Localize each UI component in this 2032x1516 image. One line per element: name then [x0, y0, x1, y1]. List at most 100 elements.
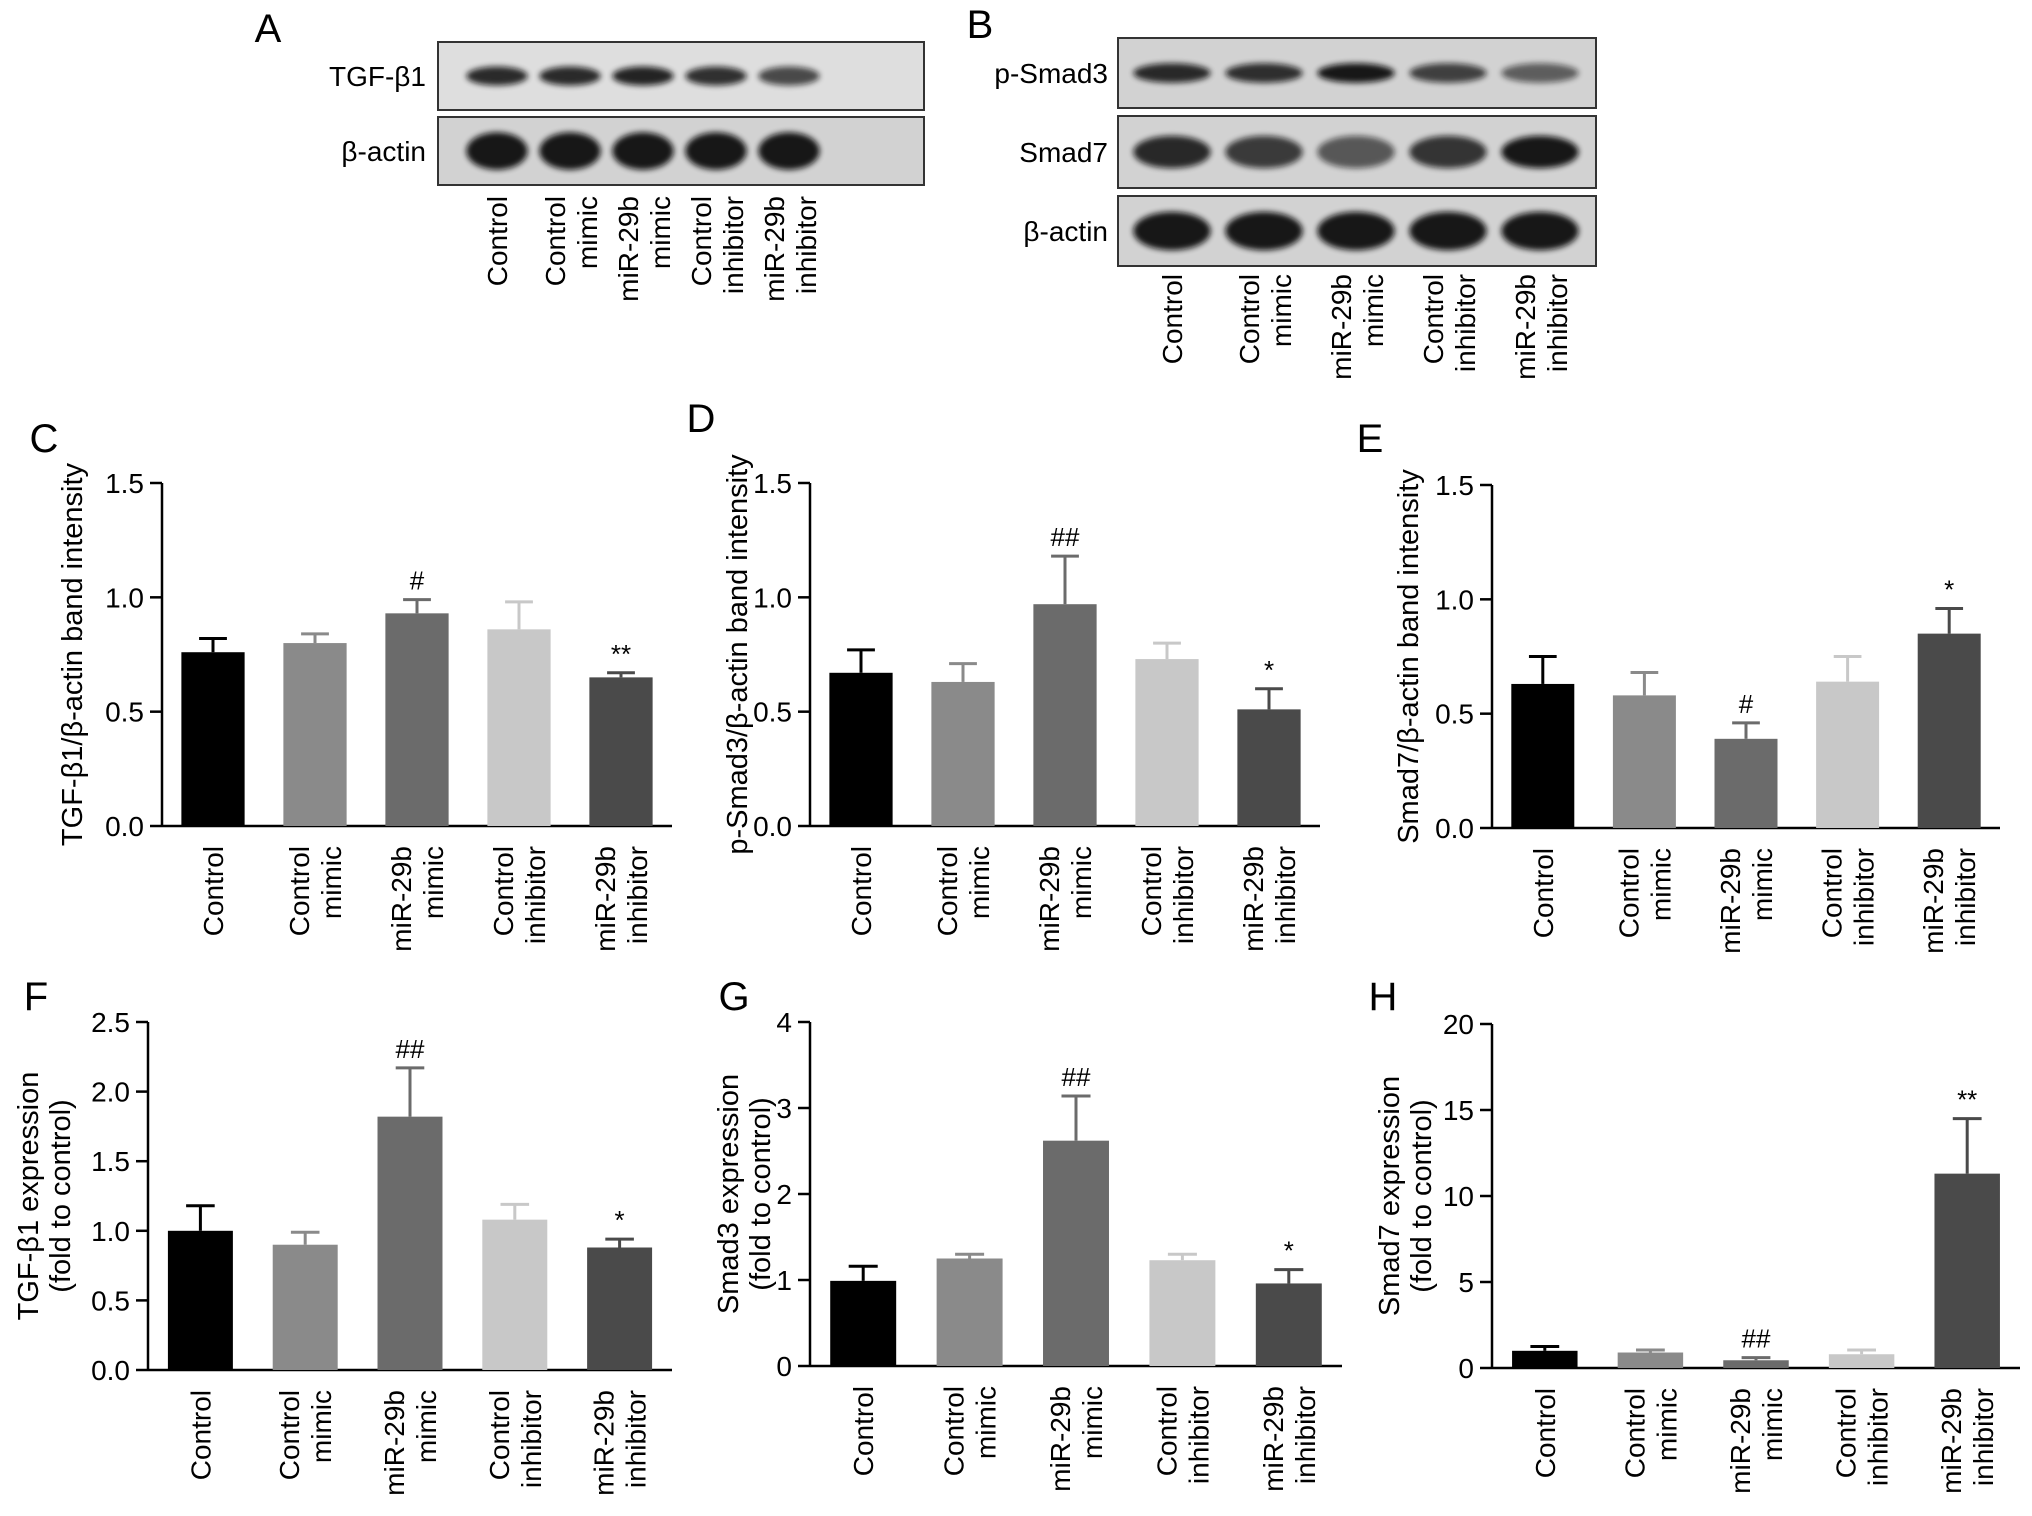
x-tick-label: Control inhibitor [488, 846, 551, 944]
blot-lane-label: miR-29b mimic [1326, 274, 1389, 380]
blot-lane-label: Control inhibitor [686, 196, 749, 294]
x-tick-label-line: Control [284, 846, 315, 936]
bar-1 [1512, 1350, 1578, 1368]
bar-2 [1617, 1352, 1684, 1368]
blot-row-label: β-actin [341, 136, 426, 167]
panel-letter: E [1357, 417, 1384, 461]
x-tick-label-line: Control [939, 1386, 970, 1476]
x-tick-label-line: inhibitor [622, 846, 653, 944]
x-tick-label-line: miR-29b [1936, 1388, 1967, 1494]
x-tick-label: miR-29b mimic [379, 1390, 442, 1496]
y-axis-label-line: Smad3 expression [713, 1074, 745, 1314]
x-tick-label: miR-29b mimic [1034, 846, 1097, 952]
significance-mark: ## [1742, 1324, 1771, 1354]
bar-chart-d: Dp-Smad3/β-actin band intensity 0.0 0.5 1.0… [687, 397, 1320, 952]
bar-1 [181, 652, 245, 826]
bar-1 [830, 1280, 897, 1366]
x-tick-label-line: miR-29b [1918, 848, 1949, 954]
bar-2 [936, 1258, 1003, 1366]
y-tick-label: 0.5 [91, 1285, 130, 1316]
x-tick-label: Control inhibitor [1831, 1388, 1894, 1486]
y-axis-label-line: Smad7/β-actin band intensity [1393, 469, 1425, 844]
blot-row-label: TGF-β1 [329, 61, 426, 92]
bar-2 [931, 681, 995, 826]
y-tick-label: 1.0 [753, 582, 792, 613]
blot-band [758, 66, 820, 86]
x-tick-label: Control mimic [1613, 848, 1676, 938]
x-tick-label-line: mimic [1747, 848, 1778, 921]
y-tick-label: 10 [1443, 1181, 1474, 1212]
blot-lane-label-line: mimic [572, 196, 603, 269]
x-tick-label-line: mimic [971, 1386, 1002, 1459]
blot-lane-label: miR-29b mimic [613, 196, 676, 302]
blot-lane-label: Control inhibitor [1418, 274, 1481, 372]
x-tick-label-line: Control [1817, 848, 1848, 938]
x-tick-label-line: mimic [1757, 1388, 1788, 1461]
x-tick-label-line: Control [1831, 1388, 1862, 1478]
blot-lane-label: miR-29b inhibitor [759, 196, 822, 302]
x-tick-label: Control [198, 846, 229, 936]
bar-5 [589, 677, 653, 826]
y-tick-label: 0.5 [1435, 699, 1474, 730]
x-tick-label-line: inhibitor [516, 1390, 547, 1488]
x-tick-label: Control mimic [939, 1386, 1002, 1476]
y-tick-label: 0 [1458, 1353, 1474, 1384]
x-tick-label-line: miR-29b [379, 1390, 410, 1496]
panel-letter: C [30, 417, 59, 461]
bar-4 [1135, 659, 1199, 826]
significance-mark: * [1284, 1236, 1294, 1266]
bar-2 [283, 643, 347, 826]
blot-band [685, 132, 747, 170]
x-tick-label: miR-29b inhibitor [1258, 1386, 1321, 1492]
x-tick-label-line: inhibitor [1168, 846, 1199, 944]
blot-band [1409, 63, 1487, 83]
y-tick-label: 0.0 [105, 811, 144, 842]
x-tick-label-line: miR-29b [1258, 1386, 1289, 1492]
bar-5 [1917, 633, 1981, 828]
x-tick-label: Control mimic [1619, 1388, 1682, 1478]
x-tick-label-line: inhibitor [1290, 1386, 1321, 1484]
blot-row-label: Smad7 [1019, 137, 1108, 168]
y-tick-label: 1.5 [91, 1146, 130, 1177]
significance-mark: ## [1062, 1062, 1091, 1092]
y-axis-label: Smad7/β-actin band intensity [1393, 469, 1425, 844]
y-axis-label: TGF-β1 expression (fold to control) [13, 1072, 77, 1321]
blot-lane-label-line: miR-29b [1510, 274, 1541, 380]
blot-lane-label-line: inhibitor [791, 196, 822, 294]
x-tick-label-line: Control [1530, 1388, 1561, 1478]
blot-lane-label: Control mimic [540, 196, 603, 286]
bar-1 [167, 1230, 233, 1370]
bar-4 [1149, 1260, 1216, 1366]
y-axis-label: Smad7 expression (fold to control) [1374, 1076, 1438, 1316]
bar-5 [587, 1247, 653, 1370]
x-tick-label-line: inhibitor [1950, 848, 1981, 946]
bar-2 [272, 1244, 338, 1370]
y-tick-label: 1 [776, 1265, 792, 1296]
y-tick-label: 1.5 [753, 468, 792, 499]
x-tick-label-line: Control [1613, 848, 1644, 938]
y-tick-label: 2.5 [91, 1007, 130, 1038]
x-tick-label-line: inhibitor [1183, 1386, 1214, 1484]
x-tick-label-line: Control [846, 846, 877, 936]
blot-lane-label-line: miR-29b [613, 196, 644, 302]
bar-4 [482, 1219, 548, 1370]
x-tick-label-line: inhibitor [1863, 1388, 1894, 1486]
blot-band [612, 66, 674, 86]
blot-band [1133, 63, 1211, 83]
y-tick-label: 2.0 [91, 1077, 130, 1108]
blot-lane-label-line: Control [482, 196, 513, 286]
blot-band [1225, 211, 1303, 251]
x-tick-label: miR-29b inhibitor [1918, 848, 1981, 954]
panel-letter: G [718, 975, 749, 1019]
bar-3 [385, 613, 449, 826]
x-tick-label: Control inhibitor [1817, 848, 1880, 946]
bar-2 [1612, 695, 1676, 828]
x-tick-label-line: mimic [1077, 1386, 1108, 1459]
bar-5 [1255, 1283, 1322, 1366]
x-tick-label-line: mimic [1645, 848, 1676, 921]
y-tick-label: 4 [776, 1007, 792, 1038]
x-tick-label-line: miR-29b [1045, 1386, 1076, 1492]
blot-band [1133, 211, 1211, 251]
blot-lane-label-line: miR-29b [1326, 274, 1357, 380]
